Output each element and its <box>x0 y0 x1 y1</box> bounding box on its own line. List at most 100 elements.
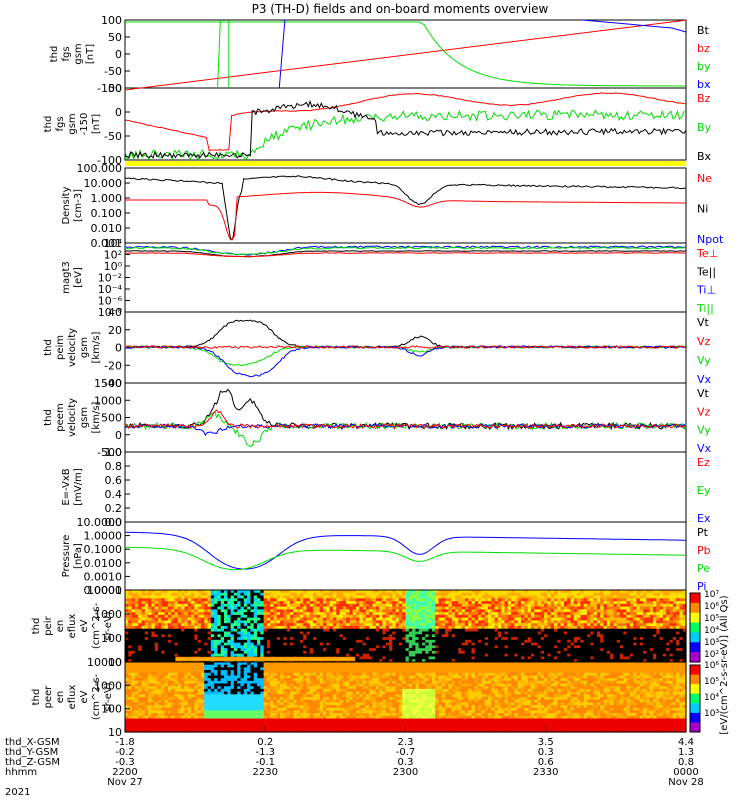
spectrogram-cell-ion <box>557 642 562 646</box>
spectrogram-cell-ion <box>451 628 456 633</box>
spectrogram-cell-ion <box>530 656 535 660</box>
spectrogram-cell-ion <box>194 650 199 655</box>
spectrogram-cell-ion <box>174 639 179 644</box>
spectrogram-cell-ion <box>517 590 522 594</box>
spectrogram-cell-ion <box>600 656 605 660</box>
spectrogram-cell-ion <box>455 634 459 638</box>
spectrogram-cell-electron <box>451 664 456 668</box>
spectrogram-cell-ion <box>151 626 156 630</box>
spectrogram-cell-ion <box>606 592 611 597</box>
spectrogram-cell-ion <box>385 595 390 599</box>
spectrogram-cell-ion <box>207 639 212 644</box>
spectrogram-cell-ion <box>458 601 463 605</box>
spectrogram-cell-ion <box>623 656 628 660</box>
spectrogram-cell-ion <box>534 639 539 644</box>
spectrogram-cell-ion <box>365 609 370 613</box>
spectrogram-cell-ion <box>441 634 446 638</box>
spectrogram-cell-ion <box>577 653 581 658</box>
spectrogram-cell-ion <box>646 642 651 646</box>
spectrogram-cell-ion <box>464 601 469 605</box>
spectrogram-cell-ion <box>290 606 294 610</box>
spectrogram-cell-ion <box>587 637 591 641</box>
spectrogram-cell-electron <box>593 667 598 671</box>
spectrogram-cell-ion <box>128 639 133 644</box>
spectrogram-cell-ion <box>276 642 281 646</box>
spectrogram-cell-ion <box>164 637 169 641</box>
spectrogram-cell-ion <box>669 603 674 608</box>
spectrogram-cell-ion <box>629 642 634 646</box>
spectrogram-cell-ion <box>177 623 182 627</box>
spectrogram-cell-ion <box>200 592 205 597</box>
spectrogram-cell-ion <box>299 623 304 627</box>
spectrogram-cell-ion <box>676 620 680 624</box>
spectrogram-cell-electron <box>478 667 482 671</box>
spectrogram-cell-ion <box>583 653 588 658</box>
spectrogram-cell-ion <box>270 592 275 597</box>
spectrogram-cell-electron <box>398 664 403 668</box>
spectrogram-cell-ion <box>224 617 228 622</box>
spectrogram-cell-ion <box>207 603 212 608</box>
spectrogram-cell-ion <box>144 648 149 652</box>
spectrogram-cell-ion <box>158 623 162 627</box>
spectrogram-cell-ion <box>623 648 628 652</box>
spectrogram-cell-electron <box>563 664 568 668</box>
spectrogram-cell-ion <box>379 592 383 597</box>
spectrogram-cell-electron <box>372 664 377 668</box>
spectrogram-cell-ion <box>629 598 634 602</box>
spectrogram-cell-ion <box>649 590 654 594</box>
spectrogram-cell-ion <box>590 595 595 599</box>
spectrogram-cell-ion <box>356 606 360 610</box>
spectrogram-cell-ion <box>448 598 453 602</box>
spectrogram-cell-ion <box>210 592 215 597</box>
spectrogram-cell-ion <box>422 614 426 619</box>
spectrogram-cell-ion <box>270 598 275 602</box>
spectrogram-cell-ion <box>167 631 172 635</box>
spectrogram-cell-ion <box>233 606 238 610</box>
spectrogram-cell-electron <box>224 667 228 671</box>
spectrogram-cell-ion <box>385 642 390 646</box>
spectrogram-cell-ion <box>629 639 634 644</box>
spectrogram-cell-electron <box>253 670 258 674</box>
spectrogram-cell-electron <box>659 664 664 668</box>
spectrogram-cell-ion <box>217 631 222 635</box>
spectrogram-cell-ion <box>230 645 235 649</box>
spectrogram-cell-ion <box>610 592 614 597</box>
spectrogram-cell-ion <box>653 626 657 630</box>
spectrogram-cell-ion <box>283 645 288 649</box>
spectrogram-cell-ion <box>422 631 426 635</box>
spectrogram-cell-ion <box>171 659 176 663</box>
spectrogram-cell-ion <box>144 637 149 641</box>
spectrogram-cell-ion <box>154 601 159 605</box>
spectrogram-cell-ion <box>359 634 364 638</box>
spectrogram-cell-ion <box>191 595 195 599</box>
spectrogram-cell-ion <box>507 590 512 594</box>
spectrogram-cell-ion <box>128 592 133 597</box>
spectrogram-cell-ion <box>633 628 638 633</box>
spectrogram-cell-ion <box>342 653 347 658</box>
spectrogram-cell-ion <box>603 609 608 613</box>
spectrogram-cell-ion <box>138 634 143 638</box>
spectrogram-cell-ion <box>372 609 377 613</box>
spectrogram-cell-ion <box>514 645 519 649</box>
spectrogram-cell-ion <box>243 648 248 652</box>
spectrogram-cell-ion <box>573 606 578 610</box>
spectrogram-cell-electron <box>554 662 558 666</box>
spectrogram-cell-ion <box>253 617 258 622</box>
spectrogram-cell-ion <box>438 648 443 652</box>
spectrogram-cell-ion <box>131 601 136 605</box>
spectrogram-cell-ion <box>547 595 552 599</box>
spectrogram-cell-ion <box>154 639 159 644</box>
spectrogram-cell-ion <box>445 637 449 641</box>
spectrogram-cell-electron <box>184 664 189 668</box>
spectrogram-cell-ion <box>554 642 558 646</box>
spectrogram-cell-ion <box>676 631 680 635</box>
spectrogram-cell-electron <box>336 662 341 666</box>
spectrogram-cell-ion <box>616 650 621 655</box>
spectrogram-cell-ion <box>329 653 334 658</box>
spectrogram-cell-ion <box>161 659 166 663</box>
spectrogram-cell-ion <box>577 606 581 610</box>
spectrogram-cell-ion <box>247 617 251 622</box>
spectrogram-cell-ion <box>273 634 278 638</box>
spectrogram-cell-ion <box>210 620 215 624</box>
spectrogram-cell-ion <box>346 620 350 624</box>
